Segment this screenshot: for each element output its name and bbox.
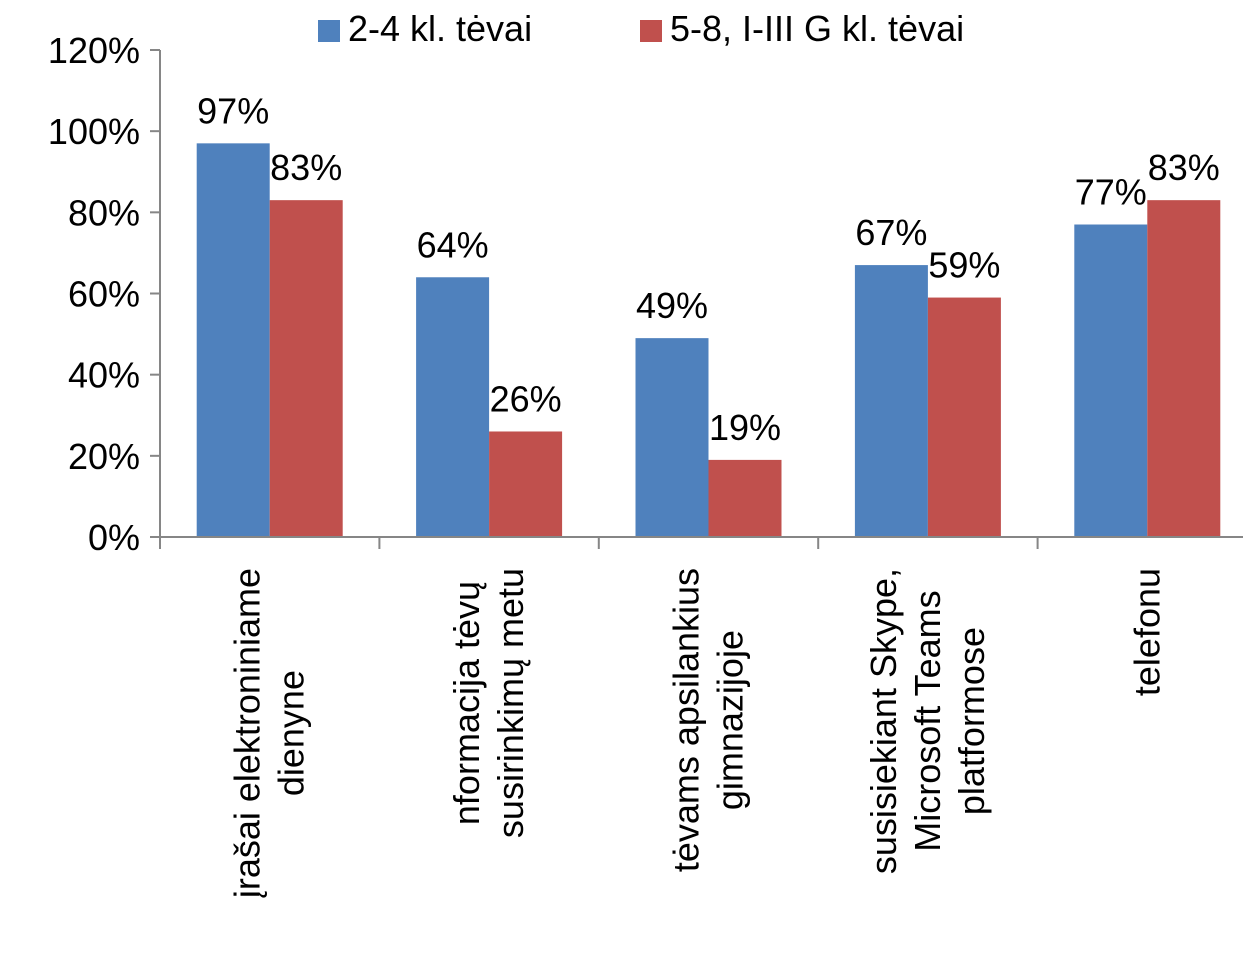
- category-label: telefonu: [1126, 568, 1167, 696]
- y-tick-label: 80%: [68, 192, 140, 233]
- legend-label: 5-8, I-III G kl. tėvai: [670, 8, 964, 49]
- bar: [269, 200, 343, 538]
- y-tick-label: 0%: [88, 517, 140, 558]
- data-label: 83%: [1148, 147, 1220, 188]
- bar: [489, 431, 563, 537]
- category-label-line: susirinkimų metu: [490, 568, 531, 838]
- category-label-line: Microsoft Teams: [907, 590, 948, 851]
- bar: [708, 459, 782, 537]
- legend-label: 2-4 kl. tėvai: [348, 8, 532, 49]
- bar: [854, 265, 928, 537]
- data-label: 67%: [855, 212, 927, 253]
- y-tick-label: 60%: [68, 274, 140, 315]
- category-label: susisiekiant Skype, Microsoft Teams platfo…: [863, 568, 992, 874]
- bars: [196, 143, 1221, 538]
- category-label-line: tėvams apsilankius: [666, 568, 707, 872]
- legend-swatch: [318, 20, 340, 42]
- data-label: 26%: [490, 378, 562, 419]
- category-label-line: nformacija tėvų: [446, 581, 487, 825]
- category-label-line: platformose: [951, 627, 992, 815]
- y-tick-label: 100%: [48, 111, 140, 152]
- category-label-line: susisiekiant Skype,: [863, 568, 904, 874]
- bar: [1074, 224, 1148, 537]
- data-labels: 97%83%64%26%49%19%67%59%77%83%: [197, 90, 1220, 448]
- legend: 2-4 kl. tėvai 5-8, I-III G kl. tėvai: [318, 8, 964, 49]
- data-label: 77%: [1075, 172, 1147, 213]
- bar: [196, 143, 270, 537]
- y-tick-label: 40%: [68, 355, 140, 396]
- bar: [1147, 200, 1221, 538]
- category-label: nformacija tėvų susirinkimų metu: [446, 568, 531, 838]
- y-tick-label: 120%: [48, 30, 140, 71]
- legend-swatch: [640, 20, 662, 42]
- data-label: 19%: [709, 407, 781, 448]
- category-label: tėvams apsilankius gimnazijoje: [666, 568, 751, 872]
- data-label: 59%: [928, 245, 1000, 286]
- category-label-line: gimnazijoje: [710, 630, 751, 810]
- data-label: 49%: [636, 285, 708, 326]
- category-label: įrašai elektroniniame dienyne: [227, 568, 312, 898]
- data-label: 64%: [417, 224, 489, 265]
- bar: [416, 277, 490, 537]
- data-label: 97%: [197, 90, 269, 131]
- category-label-line: dienyne: [271, 670, 312, 796]
- bar: [927, 297, 1001, 537]
- category-label-line: telefonu: [1126, 568, 1167, 696]
- category-label-line: įrašai elektroniniame: [227, 568, 268, 898]
- category-labels: įrašai elektroniniame dienyne nformacija t…: [227, 568, 1168, 898]
- data-label: 83%: [270, 147, 342, 188]
- x-axis: [159, 536, 1243, 549]
- y-tick-label: 20%: [68, 436, 140, 477]
- y-axis: 0% 20% 40% 60% 80% 100% 120%: [48, 30, 161, 558]
- bar: [635, 338, 709, 537]
